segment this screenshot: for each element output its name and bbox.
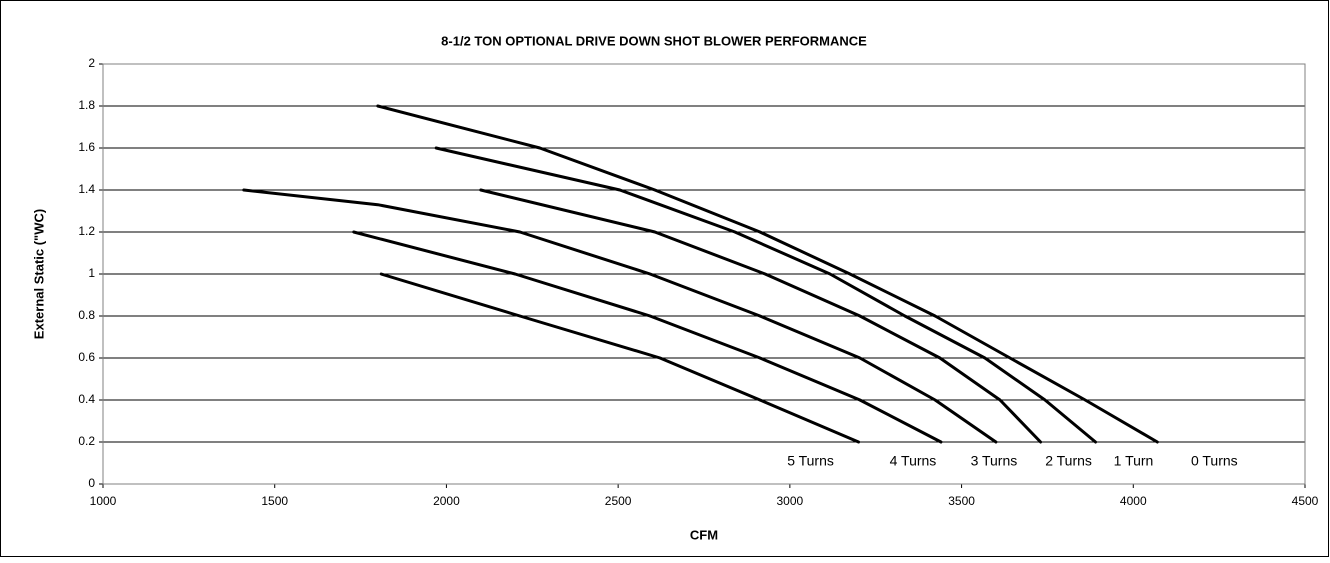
y-tick-label: 0.8 — [78, 308, 95, 322]
y-tick-label: 1 — [88, 266, 95, 280]
line-series — [479, 188, 1043, 444]
x-axis-label: CFM — [690, 527, 718, 542]
y-tick-label: 0.4 — [78, 392, 95, 406]
x-tick-label: 4500 — [1292, 494, 1319, 508]
line-series — [376, 104, 1159, 444]
x-tick-label: 3500 — [948, 494, 975, 508]
line-series — [352, 230, 943, 444]
x-tick-label: 2000 — [433, 494, 460, 508]
series-label: 5 Turns — [787, 453, 834, 469]
x-tick-label: 1000 — [90, 494, 117, 508]
series-label: 0 Turns — [1191, 453, 1238, 469]
x-tick-label: 2500 — [605, 494, 632, 508]
line-series — [434, 146, 1098, 444]
y-tick-label: 0.2 — [78, 434, 95, 448]
y-axis-label: External Static ("WC) — [31, 209, 46, 339]
line-series — [379, 272, 861, 444]
x-tick-label: 1500 — [261, 494, 288, 508]
series-label: 1 Turn — [1114, 453, 1154, 469]
plot-area — [102, 63, 1306, 485]
x-tick-label: 4000 — [1120, 494, 1147, 508]
chart-title: 8-1/2 TON OPTIONAL DRIVE DOWN SHOT BLOWE… — [441, 33, 867, 48]
y-tick-label: 1.8 — [78, 98, 95, 112]
line-series — [242, 188, 998, 444]
y-tick-label: 0.6 — [78, 350, 95, 364]
y-tick-label: 1.4 — [78, 182, 95, 196]
y-tick-label: 0 — [88, 476, 95, 490]
y-tick-label: 2 — [88, 56, 95, 70]
x-tick-label: 3000 — [777, 494, 804, 508]
series-label: 2 Turns — [1045, 453, 1092, 469]
series-label: 4 Turns — [890, 453, 937, 469]
y-tick-label: 1.2 — [78, 224, 95, 238]
series-label: 3 Turns — [971, 453, 1018, 469]
y-tick-label: 1.6 — [78, 140, 95, 154]
